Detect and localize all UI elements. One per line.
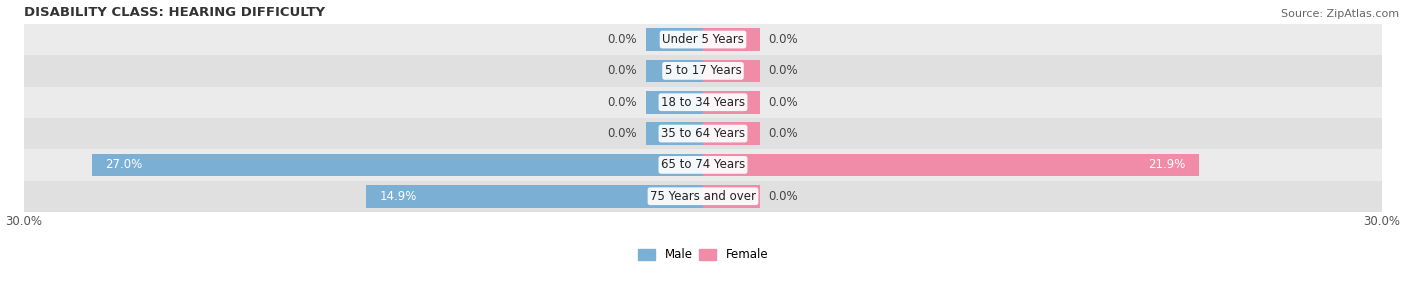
Text: 0.0%: 0.0%: [769, 64, 799, 77]
Bar: [24, 118, 1382, 149]
Bar: [647, 122, 703, 145]
Bar: [24, 149, 1382, 181]
Bar: [647, 28, 703, 51]
Legend: Male, Female: Male, Female: [633, 244, 773, 266]
Text: 65 to 74 Years: 65 to 74 Years: [661, 158, 745, 171]
Bar: [703, 154, 1199, 176]
Text: 18 to 34 Years: 18 to 34 Years: [661, 96, 745, 109]
Text: 0.0%: 0.0%: [607, 96, 637, 109]
Text: 21.9%: 21.9%: [1147, 158, 1185, 171]
Bar: [703, 185, 759, 207]
Bar: [647, 59, 703, 82]
Bar: [647, 91, 703, 113]
Text: 0.0%: 0.0%: [769, 33, 799, 46]
Bar: [24, 87, 1382, 118]
Text: 35 to 64 Years: 35 to 64 Years: [661, 127, 745, 140]
Text: 0.0%: 0.0%: [607, 33, 637, 46]
Text: 75 Years and over: 75 Years and over: [650, 190, 756, 203]
Text: Under 5 Years: Under 5 Years: [662, 33, 744, 46]
Bar: [24, 181, 1382, 212]
Bar: [703, 91, 759, 113]
Bar: [703, 28, 759, 51]
Text: 5 to 17 Years: 5 to 17 Years: [665, 64, 741, 77]
Bar: [24, 55, 1382, 87]
Text: 0.0%: 0.0%: [607, 127, 637, 140]
Text: 0.0%: 0.0%: [769, 127, 799, 140]
Text: 0.0%: 0.0%: [769, 190, 799, 203]
Text: 27.0%: 27.0%: [105, 158, 143, 171]
Bar: [24, 24, 1382, 55]
Text: 14.9%: 14.9%: [380, 190, 416, 203]
Text: 0.0%: 0.0%: [769, 96, 799, 109]
Text: 0.0%: 0.0%: [607, 64, 637, 77]
Bar: [703, 59, 759, 82]
Text: Source: ZipAtlas.com: Source: ZipAtlas.com: [1281, 9, 1399, 19]
Bar: [366, 185, 703, 207]
Bar: [91, 154, 703, 176]
Text: DISABILITY CLASS: HEARING DIFFICULTY: DISABILITY CLASS: HEARING DIFFICULTY: [24, 5, 325, 19]
Bar: [703, 122, 759, 145]
